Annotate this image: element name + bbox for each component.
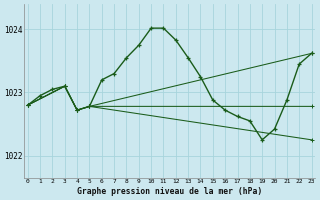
X-axis label: Graphe pression niveau de la mer (hPa): Graphe pression niveau de la mer (hPa) bbox=[77, 187, 262, 196]
